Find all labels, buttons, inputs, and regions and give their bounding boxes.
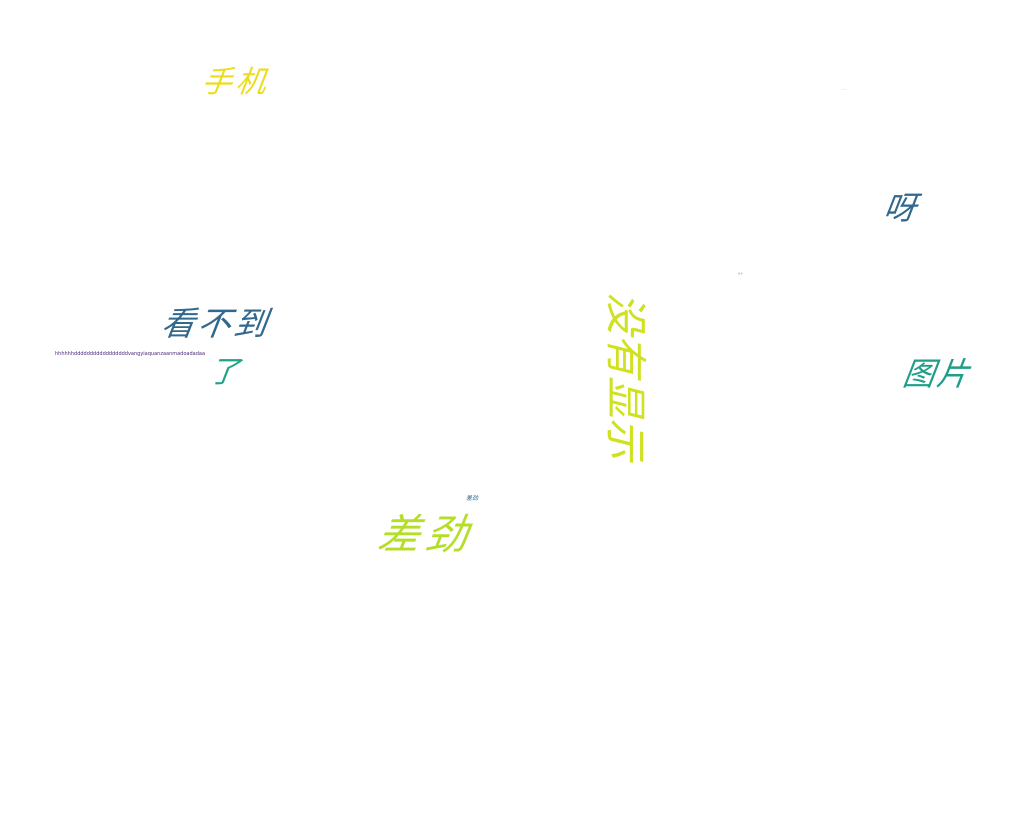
word-hhhh: hhhhhhdddddddddddddddddvangyiaquanzaanma… — [55, 351, 206, 357]
word-le: 了 — [206, 355, 242, 390]
word-periods: 。。 — [738, 270, 746, 276]
word-chajin-small: 差劲 — [466, 495, 479, 502]
word-chajin: 差劲 — [374, 510, 478, 559]
word-meiyouxianshi: 没有显示 — [601, 291, 650, 461]
word-kanbudao: 看不到 — [159, 304, 273, 343]
word-shouji: 手机 — [199, 65, 273, 100]
word-tupian: 图片 — [900, 355, 974, 393]
word-ellipsis: ... — [842, 86, 846, 91]
word-ya: 呀 — [881, 189, 919, 227]
